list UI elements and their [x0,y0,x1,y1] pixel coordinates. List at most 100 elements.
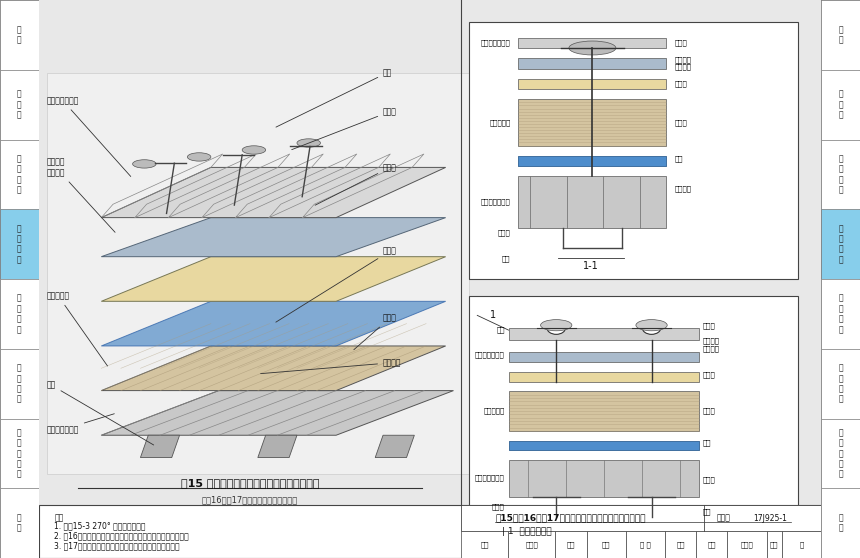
Bar [0,70,39,140]
Text: 支撑件: 支撑件 [498,229,511,236]
Text: 2. 屋16屋面系统中防水层、防水垫层为满粘，需增加粘接层。: 2. 屋16屋面系统中防水层、防水垫层为满粘，需增加粘接层。 [54,532,189,541]
Text: 外层压型金属板: 外层压型金属板 [46,96,131,176]
Bar [519,156,666,166]
Text: 底
面
构
造: 底 面 构 造 [17,363,22,404]
Text: 校对: 校对 [602,541,611,548]
Text: 保温填充: 保温填充 [674,186,691,193]
Text: 保温填充: 保温填充 [261,358,402,374]
Bar [519,176,666,228]
Bar [519,99,666,146]
Text: 附
录: 附 录 [838,513,843,533]
Bar [821,70,860,140]
Bar [821,0,860,70]
Bar [519,38,666,48]
Ellipse shape [541,320,572,331]
Text: 3. 屋17屋面系统中保温层为泡沫玻璃，可不设置隔汽层。: 3. 屋17屋面系统中保温层为泡沫玻璃，可不设置隔汽层。 [54,542,180,551]
Text: 檩条: 檩条 [703,508,711,515]
Bar [470,296,798,541]
Text: 目
录: 目 录 [17,25,22,45]
Polygon shape [258,435,297,458]
Text: 防水层或
防水垫层: 防水层或 防水垫层 [674,56,691,70]
Polygon shape [375,435,415,458]
Bar [508,352,699,362]
Circle shape [642,321,661,334]
Text: 常
用
板
型
表: 常 用 板 型 表 [838,428,843,479]
Text: 支撑件: 支撑件 [492,503,505,510]
Bar [519,79,666,89]
Text: 屋15 双层压型金属板复合保温屋面构造示意: 屋15 双层压型金属板复合保温屋面构造示意 [181,478,319,488]
Polygon shape [140,435,180,458]
Text: 支架: 支架 [496,327,505,334]
Bar [665,531,696,558]
Text: 隔汽层: 隔汽层 [703,408,716,415]
Text: （屋16、屋17具体构造见工程做法表）: （屋16、屋17具体构造见工程做法表） [202,495,298,504]
Bar [0,349,39,418]
Bar [508,460,699,497]
Text: 外层压型金属板: 外层压型金属板 [481,40,511,46]
Text: 页: 页 [800,541,804,548]
Bar [470,22,798,279]
Bar [0,140,39,209]
Text: 檩条: 檩条 [46,381,154,445]
Bar [821,488,860,558]
Bar [821,209,860,279]
Ellipse shape [297,139,321,147]
Bar [508,392,699,431]
Text: 隔离垫: 隔离垫 [674,40,687,46]
Text: 签名: 签名 [676,541,685,548]
Text: 设计: 设计 [708,541,716,548]
Text: 隔离层: 隔离层 [674,80,687,87]
Text: 17J925-1: 17J925-1 [753,514,788,523]
Text: 隔离垫: 隔离垫 [703,322,716,329]
Text: 保温隔热层: 保温隔热层 [489,119,511,126]
Bar [0,0,39,70]
Bar [783,531,821,558]
Bar [508,531,556,558]
Bar [821,140,860,209]
Ellipse shape [243,146,266,154]
Bar [508,441,699,450]
Bar [0,488,39,558]
Ellipse shape [132,160,157,168]
Text: 隔离垫: 隔离垫 [292,107,397,150]
Text: 审核: 审核 [481,541,489,548]
Text: 支撑件: 支撑件 [353,314,397,350]
Text: 注：: 注： [54,513,64,522]
Text: 墙
体
构
造: 墙 体 构 造 [838,294,843,334]
Text: 目
录: 目 录 [838,25,843,45]
Bar [519,58,666,69]
Bar [821,418,860,488]
Bar [587,531,625,558]
Polygon shape [101,167,445,218]
Text: 压型钢板持力板: 压型钢板持力板 [481,199,511,205]
Text: 隔汽层: 隔汽层 [674,119,687,126]
Text: 屋
面
构
造: 屋 面 构 造 [17,224,22,264]
Bar [508,328,699,340]
Text: 工
程
做
法: 工 程 做 法 [17,154,22,195]
Bar [821,349,860,418]
Text: 签名: 签名 [770,541,778,548]
Text: 屋
面
构
造: 屋 面 构 造 [838,224,843,264]
Ellipse shape [187,153,211,161]
Text: 1-1: 1-1 [583,261,599,271]
Text: 总
说
明: 总 说 明 [838,90,843,119]
Text: 李晓宁: 李晓宁 [740,541,753,548]
Text: 支架: 支架 [276,68,392,127]
Text: 檩条: 檩条 [502,255,511,262]
Text: 屋15（屋16、屋17）双层压型金属板复合保温屋面构造: 屋15（屋16、屋17）双层压型金属板复合保温屋面构造 [495,514,646,523]
Text: 工
程
做
法: 工 程 做 法 [838,154,843,195]
Text: 常
用
板
型
表: 常 用 板 型 表 [17,428,22,479]
Polygon shape [101,346,445,391]
Text: 林 莉: 林 莉 [640,541,651,548]
Text: 防水层或
防水垫层: 防水层或 防水垫层 [46,158,115,232]
Bar [508,372,699,382]
Bar [0,418,39,488]
Text: 压型钢板持力板: 压型钢板持力板 [46,413,114,434]
Circle shape [547,321,566,334]
Ellipse shape [636,320,667,331]
Bar [696,531,728,558]
Text: 签名: 签名 [567,541,575,548]
Text: 蔡昭鸥: 蔡昭鸥 [525,541,538,548]
Bar [461,531,508,558]
Text: 衬檩: 衬檩 [703,440,711,446]
